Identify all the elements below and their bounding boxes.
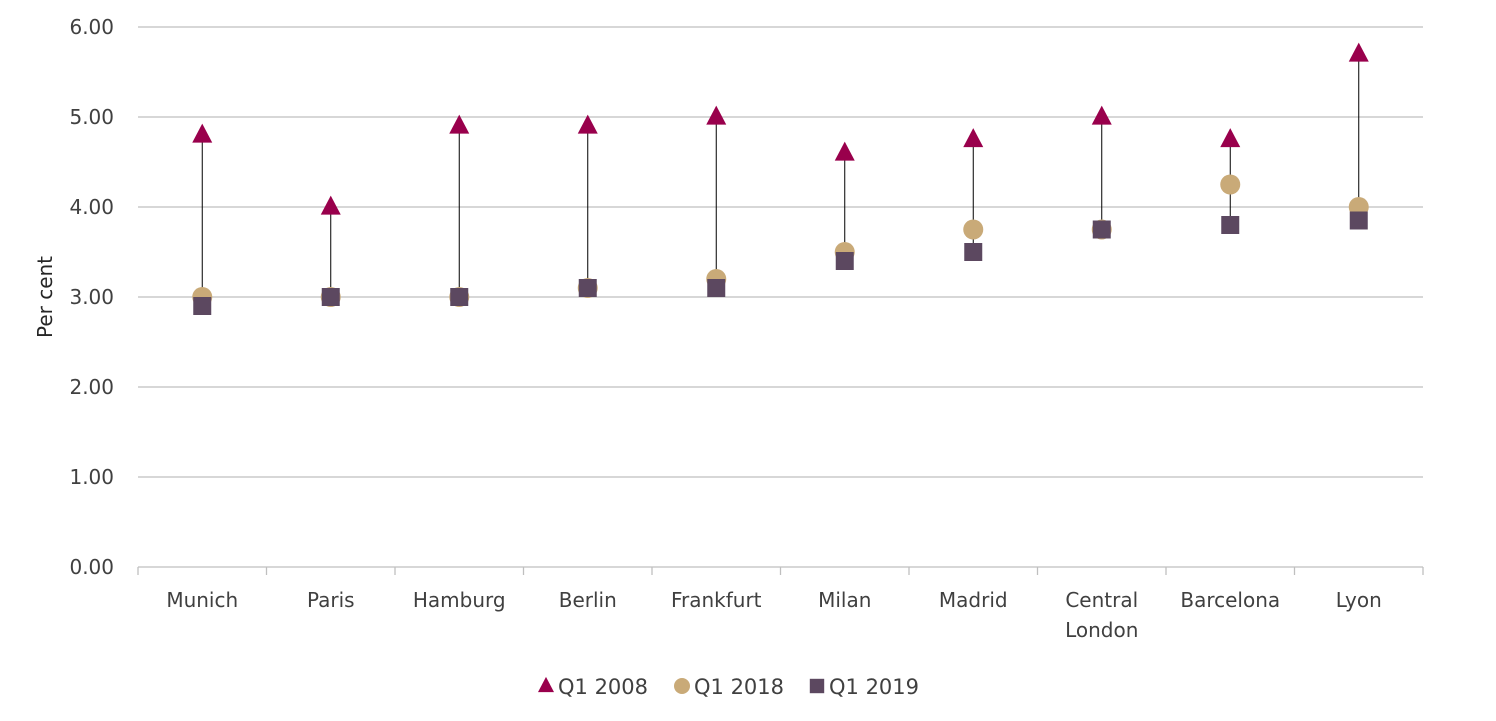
q1-2008-marker-lyon: [1348, 42, 1369, 62]
q1-2008-marker-milan: [834, 141, 855, 161]
legend-label-q1-2008: Q1 2008: [558, 675, 648, 699]
q1-2008-marker-madrid: [963, 128, 984, 148]
y-tick-label: 1.00: [69, 465, 114, 489]
x-axis: [137, 566, 1424, 575]
x-tick-label: Madrid: [939, 588, 1008, 612]
y-tick-label: 0.00: [69, 555, 114, 579]
data-markers: [192, 42, 1369, 315]
y-tick-label: 4.00: [69, 195, 114, 219]
q1-2019-marker-barcelona: [1221, 216, 1240, 234]
q1-2018-marker-madrid: [963, 219, 984, 240]
y-axis-tick-labels: 0.00 1.00 2.00 3.00 4.00 5.00 6.00: [69, 15, 114, 579]
q1-2019-marker-frankfurt: [707, 279, 726, 297]
q1-2019-marker-milan: [835, 252, 854, 270]
q1-2019-marker-hamburg: [450, 288, 469, 306]
x-tick-label: Hamburg: [413, 588, 506, 612]
y-tick-label: 6.00: [69, 15, 114, 39]
q1-2019-marker-berlin: [578, 279, 597, 297]
q1-2019-marker-central-london: [1092, 220, 1111, 239]
x-tick-label: Berlin: [559, 588, 617, 612]
q1-2008-marker-berlin: [577, 114, 598, 134]
x-tick-label: Central London: [1065, 588, 1138, 642]
q1-2019-marker-lyon: [1349, 211, 1368, 230]
q1-2008-marker-hamburg: [449, 114, 470, 134]
q1-2008-marker-paris: [320, 195, 341, 215]
x-axis-tick-labels: Munich Paris Hamburg Berlin Frankfurt Milan Ma…: [166, 588, 1381, 642]
q1-2008-marker-frankfurt: [706, 105, 727, 125]
x-tick-label: Munich: [166, 588, 238, 612]
x-tick-label: Paris: [307, 588, 355, 612]
q1-2019-marker-paris: [321, 288, 340, 306]
legend: Q1 2008 Q1 2018 Q1 2019: [538, 675, 919, 699]
legend-label-q1-2019: Q1 2019: [829, 675, 919, 699]
q1-2008-marker-munich: [192, 123, 213, 143]
x-tick-label: Milan: [818, 588, 871, 612]
legend-label-q1-2018: Q1 2018: [694, 675, 784, 699]
legend-marker-q1-2018: [674, 678, 690, 694]
q1-2008-marker-barcelona: [1220, 128, 1241, 148]
x-tick-label: Lyon: [1336, 588, 1382, 612]
q1-2019-marker-madrid: [964, 243, 983, 261]
legend-marker-q1-2008: [538, 676, 554, 693]
range-connectors: [201, 54, 1360, 306]
legend-marker-q1-2019: [809, 678, 825, 694]
y-tick-label: 5.00: [69, 105, 114, 129]
q1-2008-marker-central-london: [1091, 105, 1112, 125]
y-axis-title: Per cent: [33, 256, 57, 338]
q1-2019-marker-munich: [193, 297, 212, 315]
y-tick-label: 2.00: [69, 375, 114, 399]
x-tick-label: Frankfurt: [671, 588, 762, 612]
y-tick-label: 3.00: [69, 285, 114, 309]
q1-2018-marker-barcelona: [1220, 174, 1241, 195]
grid-lines: [138, 26, 1423, 478]
x-tick-label: Barcelona: [1180, 588, 1280, 612]
